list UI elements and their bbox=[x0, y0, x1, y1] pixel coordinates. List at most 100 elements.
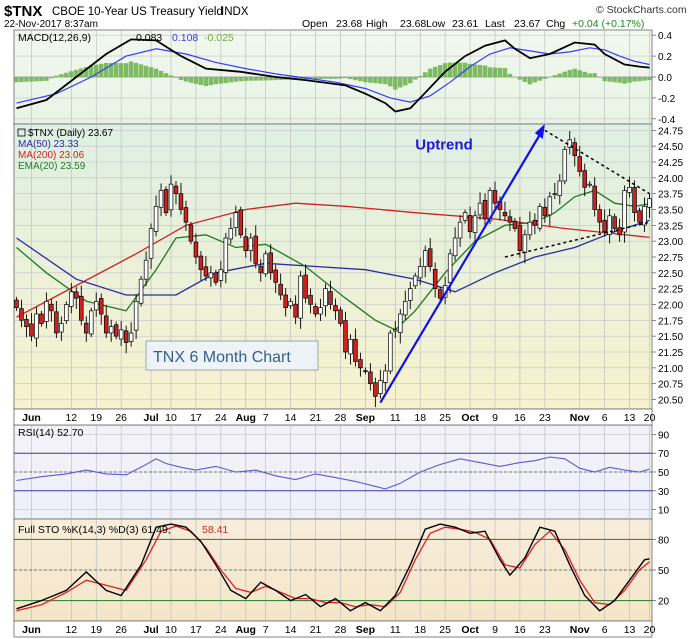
candle-body bbox=[59, 323, 64, 333]
macd-histogram-bar bbox=[223, 77, 229, 83]
candle-body bbox=[64, 304, 69, 321]
macd-histogram-bar bbox=[188, 77, 194, 83]
candle-body bbox=[527, 221, 533, 236]
candle-body bbox=[557, 180, 563, 196]
x-tick-label: Aug bbox=[236, 412, 256, 424]
x-tick-label: 11 bbox=[390, 412, 401, 424]
candle-body bbox=[632, 186, 637, 214]
macd-histogram-bar bbox=[143, 65, 149, 77]
candle-body bbox=[512, 220, 518, 229]
quote-chg: +0.04 (+0.17%) bbox=[572, 18, 644, 30]
x-tick-label: 20 bbox=[644, 412, 656, 424]
price-tick-label: 21.25 bbox=[658, 348, 683, 359]
candle-body bbox=[562, 148, 568, 182]
x-tick-label: 6 bbox=[602, 412, 608, 424]
candle-body bbox=[108, 326, 114, 334]
candle-body bbox=[79, 295, 84, 321]
candle-body bbox=[383, 370, 388, 383]
macd-histogram-bar bbox=[427, 68, 433, 77]
x-tick-label: Sep bbox=[356, 412, 375, 424]
candle-body bbox=[283, 294, 288, 309]
price-tick-label: 22.00 bbox=[658, 301, 683, 312]
x-tick-label: 24 bbox=[215, 624, 227, 636]
candle-body bbox=[69, 291, 74, 307]
candle-body bbox=[388, 332, 393, 372]
security-name: CBOE 10-Year US Treasury Yield bbox=[52, 6, 223, 18]
candle-body bbox=[547, 196, 553, 216]
candle-body bbox=[338, 309, 343, 324]
macd-legend-macd: 0.083 bbox=[136, 32, 162, 44]
macd-histogram-bar bbox=[54, 75, 59, 77]
macd-histogram-bar bbox=[133, 62, 139, 77]
candle-body bbox=[522, 234, 528, 253]
candle-body bbox=[622, 190, 627, 233]
rsi-tick-label: 90 bbox=[658, 430, 670, 441]
rsi-tick-label: 50 bbox=[658, 468, 670, 479]
rsi-tick-label: 30 bbox=[658, 487, 670, 498]
rsi-legend: RSI(14) 52.70 bbox=[18, 427, 84, 439]
uptrend-arrowhead bbox=[534, 124, 545, 139]
x-tick-label: Jun bbox=[22, 624, 41, 636]
candle-body bbox=[422, 250, 428, 267]
macd-histogram-bar bbox=[368, 77, 373, 83]
triangle-lower-line bbox=[504, 221, 650, 258]
macd-histogram-bar bbox=[253, 77, 258, 81]
macd-histogram-bar bbox=[497, 67, 503, 77]
candle-body bbox=[462, 212, 468, 221]
candle-body bbox=[193, 241, 199, 258]
price-tick-label: 23.50 bbox=[658, 206, 683, 217]
macd-histogram-bar bbox=[29, 77, 34, 82]
candle-body bbox=[482, 199, 488, 220]
candle-body bbox=[253, 235, 258, 264]
macd-histogram-bar bbox=[607, 77, 612, 82]
price-tick-label: 23.75 bbox=[658, 190, 683, 201]
macd-histogram-bar bbox=[373, 77, 378, 84]
candle-body bbox=[532, 219, 538, 226]
x-tick-label: Aug bbox=[236, 624, 256, 636]
x-tick-label: 19 bbox=[90, 624, 102, 636]
macd-histogram-bar bbox=[338, 77, 343, 79]
rsi-tick-label: 10 bbox=[658, 506, 670, 517]
macd-tick-label: 0.2 bbox=[658, 52, 672, 63]
candle-body bbox=[123, 330, 129, 343]
x-tick-label: 17 bbox=[190, 624, 202, 636]
x-tick-label: Oct bbox=[461, 412, 479, 424]
candle-body bbox=[118, 329, 124, 340]
ma200-line bbox=[16, 202, 650, 318]
macd-histogram-bar bbox=[273, 77, 278, 81]
candle-body bbox=[243, 236, 249, 252]
macd-histogram-bar bbox=[238, 77, 244, 82]
ema20-line bbox=[16, 189, 650, 331]
rsi-line bbox=[16, 456, 650, 490]
candle-body bbox=[627, 186, 632, 193]
x-axis-strip-bottom bbox=[13, 620, 653, 638]
candle-body bbox=[308, 294, 313, 305]
macd-histogram-bar bbox=[622, 77, 627, 84]
macd-histogram-bar bbox=[592, 73, 597, 77]
sto-tick-label: 20 bbox=[658, 597, 670, 608]
candle-body bbox=[437, 289, 443, 299]
legend-candle-icon bbox=[17, 128, 26, 137]
macd-histogram-bar bbox=[93, 64, 99, 77]
macd-histogram-bar bbox=[198, 77, 204, 85]
macd-histogram-bar bbox=[14, 77, 19, 83]
x-tick-label: 10 bbox=[165, 412, 177, 424]
candle-body bbox=[348, 338, 353, 355]
candle-body bbox=[44, 300, 49, 322]
annotation-box bbox=[145, 340, 319, 371]
x-tick-label: 13 bbox=[624, 412, 636, 424]
macd-histogram-bar bbox=[408, 77, 413, 84]
candle-body bbox=[597, 209, 602, 223]
candle-body bbox=[642, 205, 647, 226]
macd-histogram-bar bbox=[203, 77, 209, 87]
chart-date: 22-Nov-2017 8:37am bbox=[4, 19, 98, 30]
x-tick-label: Jul bbox=[143, 624, 158, 636]
macd-tick-label: -0.2 bbox=[658, 94, 676, 105]
macd-histogram-bar bbox=[582, 71, 587, 77]
price-tick-label: 21.75 bbox=[658, 316, 683, 327]
macd-histogram-bar bbox=[353, 77, 358, 81]
macd-histogram-bar bbox=[123, 63, 129, 77]
macd-histogram-bar bbox=[597, 77, 602, 78]
candle-body bbox=[323, 288, 328, 307]
quote-low-label: Low bbox=[426, 18, 446, 30]
